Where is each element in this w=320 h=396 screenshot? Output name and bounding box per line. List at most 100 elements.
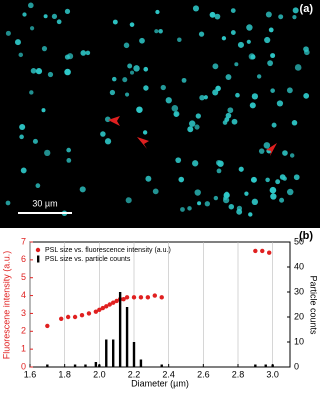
particle (177, 37, 182, 42)
particle (56, 19, 62, 25)
particle (165, 97, 172, 104)
particle (279, 174, 286, 180)
particle (79, 186, 86, 193)
point (79, 313, 85, 318)
particle (30, 67, 37, 74)
particle (143, 66, 149, 72)
y-tick-label: 2 (21, 326, 26, 336)
particle (258, 148, 265, 154)
particle (279, 197, 285, 203)
particle (136, 106, 143, 113)
particle (215, 159, 222, 166)
particle (270, 88, 275, 93)
point (152, 293, 157, 298)
arrow (108, 116, 120, 126)
particle (270, 53, 276, 59)
particle (160, 84, 166, 91)
particle (125, 197, 132, 204)
particle (187, 126, 194, 133)
particle (203, 95, 208, 100)
x-tick-label: 1.8 (58, 369, 71, 379)
particle (246, 24, 253, 31)
x-tick-label: 2.6 (197, 369, 210, 379)
particle (20, 167, 27, 174)
particle (80, 50, 87, 56)
particle (35, 68, 43, 75)
particle (112, 76, 117, 82)
particle (129, 22, 135, 27)
particle (158, 28, 163, 34)
particle (223, 192, 230, 199)
point (253, 248, 258, 254)
particle (22, 12, 27, 17)
arrow (266, 143, 277, 156)
y2-tick-label: 30 (294, 286, 304, 296)
particle (222, 120, 228, 125)
particle (292, 15, 297, 20)
particle (51, 13, 58, 20)
particle (212, 63, 219, 70)
particle (294, 64, 302, 71)
particle (29, 90, 34, 95)
particle (286, 188, 294, 196)
bar (94, 362, 98, 367)
particle (32, 138, 38, 144)
particle (154, 29, 159, 34)
y-axis-label: Fluorescene intensity (a.u.) (1, 251, 11, 360)
particle (292, 7, 299, 14)
x-axis-label: Diameter (µm) (131, 378, 189, 388)
legend-marker (37, 255, 40, 263)
point (159, 295, 164, 300)
particle (104, 116, 111, 123)
particle (122, 77, 128, 83)
point (107, 302, 112, 307)
particle (246, 39, 251, 44)
particle (171, 105, 179, 112)
particle (173, 110, 180, 117)
particle (142, 130, 148, 135)
particle (293, 174, 300, 181)
point (114, 298, 119, 304)
y2-tick-label: 10 (294, 336, 304, 346)
x-tick-label: 2.8 (232, 369, 245, 379)
y2-tick-label: 20 (294, 311, 304, 321)
particle (152, 188, 159, 195)
particle (64, 68, 71, 76)
point (86, 311, 92, 316)
particle (197, 201, 202, 206)
particle (227, 107, 234, 114)
particle (278, 14, 284, 20)
particle (265, 177, 270, 183)
point (267, 250, 272, 255)
particle (270, 193, 277, 200)
particles (5, 2, 310, 217)
particle (230, 8, 236, 13)
y2-axis-label: Particle counts (309, 275, 319, 335)
particle (85, 50, 91, 56)
particle (180, 207, 185, 212)
arrow (137, 137, 149, 149)
particle (178, 176, 185, 183)
particle (5, 30, 11, 36)
particle (269, 186, 277, 194)
particle (155, 9, 160, 15)
particle (248, 53, 256, 60)
particle (41, 108, 46, 113)
legend-label: PSL size vs. fluorescence intensity (a.u… (45, 247, 171, 254)
particle (133, 65, 140, 72)
particle (192, 5, 200, 12)
particle (303, 92, 310, 99)
particle (268, 27, 274, 33)
y-tick-label: 7 (21, 236, 26, 246)
particle (5, 200, 11, 206)
particle (275, 179, 281, 185)
particle (175, 157, 182, 164)
legend-marker (35, 247, 41, 253)
bar (112, 339, 115, 367)
particle (139, 37, 145, 44)
particle (66, 147, 71, 153)
particle (286, 87, 293, 94)
point (104, 304, 109, 309)
particle (291, 120, 298, 126)
particle (127, 63, 133, 69)
